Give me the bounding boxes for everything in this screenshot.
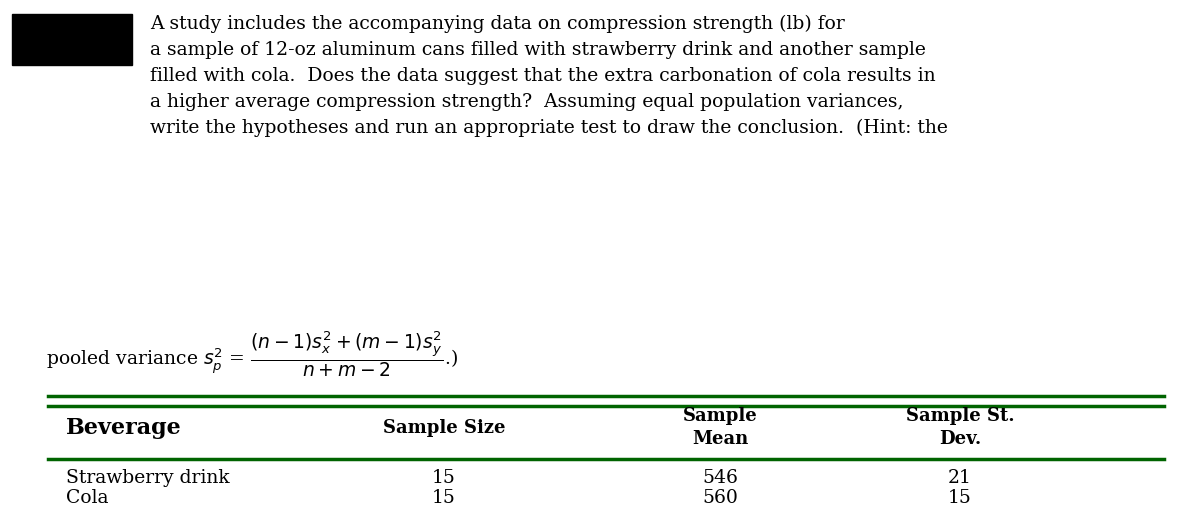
Text: pooled variance $s_p^2$ = $\dfrac{(n-1)s_x^2+(m-1)s_y^2}{n+m-2}$.): pooled variance $s_p^2$ = $\dfrac{(n-1)s… xyxy=(46,329,457,378)
Text: Sample Size: Sample Size xyxy=(383,418,505,436)
Text: Cola: Cola xyxy=(66,488,108,505)
Text: A study includes the accompanying data on compression strength (lb) for
a sample: A study includes the accompanying data o… xyxy=(150,15,948,136)
Text: 560: 560 xyxy=(702,488,738,505)
Text: Sample
Mean: Sample Mean xyxy=(683,406,757,447)
Bar xyxy=(12,15,132,66)
Text: 546: 546 xyxy=(702,468,738,486)
Text: 15: 15 xyxy=(432,488,456,505)
Text: 15: 15 xyxy=(948,488,972,505)
Text: Beverage: Beverage xyxy=(66,416,181,438)
Text: 15: 15 xyxy=(432,468,456,486)
Text: Strawberry drink: Strawberry drink xyxy=(66,468,229,486)
Text: Sample St.
Dev.: Sample St. Dev. xyxy=(906,406,1014,447)
Text: 21: 21 xyxy=(948,468,972,486)
